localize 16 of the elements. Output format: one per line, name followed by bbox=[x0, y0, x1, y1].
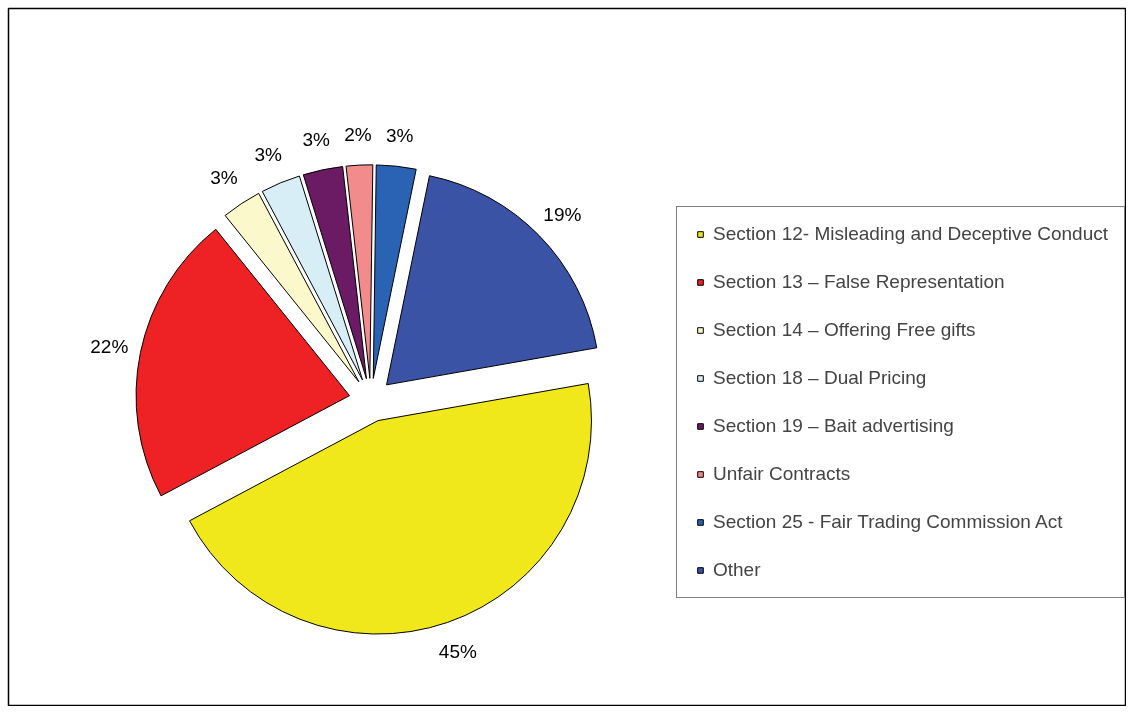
legend-label: Section 18 – Dual Pricing bbox=[713, 367, 927, 389]
data-label: 45% bbox=[438, 640, 477, 662]
data-label: 22% bbox=[90, 336, 129, 358]
legend-label: Section 25 - Fair Trading Commission Act bbox=[713, 511, 1063, 533]
legend-label: Section 19 – Bait advertising bbox=[713, 415, 954, 437]
legend-label: Section 12- Misleading and Deceptive Conduct bbox=[713, 223, 1109, 245]
legend-label: Other bbox=[713, 559, 761, 581]
data-label: 19% bbox=[543, 204, 582, 226]
legend-label: Unfair Contracts bbox=[713, 463, 851, 485]
legend-label: Section 13 – False Representation bbox=[713, 271, 1005, 293]
legend-label: Section 14 – Offering Free gifts bbox=[713, 319, 976, 341]
data-label: 2% bbox=[344, 123, 372, 145]
data-label: 3% bbox=[386, 125, 414, 147]
data-label: 3% bbox=[210, 167, 238, 189]
data-label: 3% bbox=[254, 143, 283, 165]
data-label: 3% bbox=[302, 129, 331, 151]
